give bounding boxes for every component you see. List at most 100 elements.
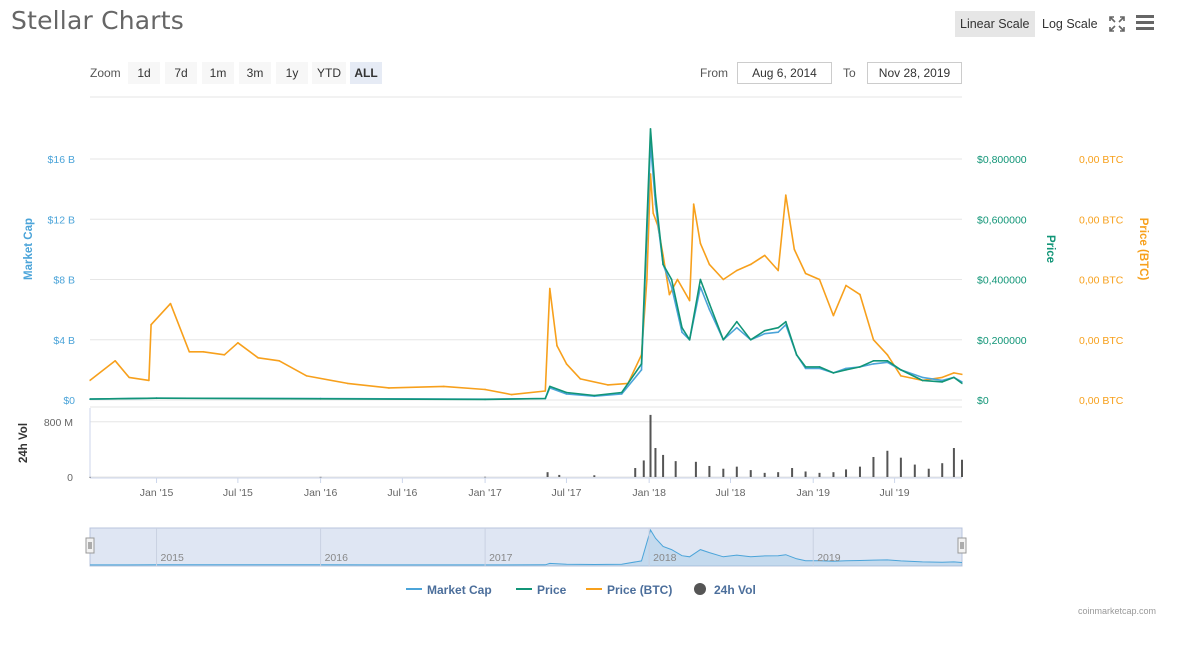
volume-bar	[593, 475, 596, 477]
price-tick-label: $0,400000	[977, 275, 1027, 287]
data-point	[305, 375, 308, 377]
market-cap-tick-label: $4 B	[53, 335, 75, 347]
data-point	[872, 338, 875, 341]
data-point	[155, 397, 158, 400]
data-point	[484, 398, 486, 401]
data-point	[202, 350, 205, 353]
volume-bar	[818, 472, 821, 477]
volume-bar	[941, 463, 944, 477]
volume-bar	[735, 466, 738, 477]
data-point	[593, 394, 596, 397]
data-point	[579, 378, 582, 380]
data-point	[670, 278, 673, 281]
volume-bar	[649, 414, 652, 477]
navigator-right-handle[interactable]	[957, 537, 967, 554]
data-point	[735, 326, 738, 329]
navigator-left-handle[interactable]	[85, 537, 95, 554]
volume-bar	[872, 456, 875, 477]
data-point	[941, 381, 944, 383]
data-point	[804, 367, 807, 370]
data-point	[886, 353, 889, 356]
legend-item-price[interactable]: Price	[516, 583, 567, 597]
linear-scale-button[interactable]: Linear Scale	[955, 11, 1035, 37]
data-point	[670, 286, 673, 288]
legend-item-price-btc[interactable]: Price (BTC)	[586, 583, 672, 597]
data-point	[859, 365, 861, 368]
zoom-all-button[interactable]: ALL	[350, 62, 382, 84]
volume-bar	[845, 469, 848, 477]
data-point	[921, 376, 924, 379]
market-cap-tick-label: $0	[63, 395, 75, 407]
price-btc-tick-label: 0,00 BTC	[1079, 275, 1124, 287]
data-point	[556, 344, 558, 347]
x-tick-label: Jul '19	[880, 487, 910, 499]
navigator-year-label: 2018	[653, 552, 677, 564]
zoom-7d-button[interactable]: 7d	[165, 62, 197, 84]
data-point	[548, 287, 551, 290]
data-point	[548, 385, 551, 388]
data-point	[699, 278, 702, 281]
data-point	[544, 397, 547, 400]
legend-label: Price	[537, 583, 567, 597]
data-point	[319, 397, 322, 400]
zoom-3m-button[interactable]: 3m	[239, 62, 271, 84]
data-point	[777, 331, 780, 334]
menu-icon[interactable]	[1136, 12, 1154, 33]
data-point	[961, 373, 963, 376]
data-point	[699, 286, 702, 288]
navigator-year-label: 2015	[161, 552, 185, 564]
data-point	[89, 398, 91, 400]
data-point	[346, 382, 349, 385]
data-point	[872, 362, 875, 365]
volume-bar	[749, 470, 752, 477]
x-tick-label: Jul '15	[223, 487, 253, 499]
navigator-year-label: 2016	[325, 552, 349, 564]
volume-bar	[708, 465, 711, 477]
from-label: From	[700, 66, 728, 80]
series-line-price	[89, 128, 963, 401]
from-date-input[interactable]: Aug 6, 2014	[737, 62, 832, 84]
data-point	[510, 393, 513, 396]
navigator-line	[89, 528, 963, 566]
data-point	[804, 365, 807, 368]
data-point	[763, 254, 766, 257]
navigator-area	[90, 530, 962, 566]
data-point	[699, 242, 702, 245]
legend-item-market-cap[interactable]: Market Cap	[406, 583, 492, 597]
to-date-input[interactable]: Nov 28, 2019	[867, 62, 962, 84]
data-point	[565, 393, 568, 395]
zoom-ytd-button[interactable]: YTD	[312, 62, 346, 84]
data-point	[749, 338, 752, 341]
volume-bar	[674, 461, 677, 477]
price-btc-tick-label: 0,00 BTC	[1079, 335, 1124, 347]
market-cap-tick-label: $16 B	[48, 154, 75, 166]
data-point	[899, 375, 902, 377]
data-point	[654, 194, 657, 197]
data-point	[818, 365, 821, 368]
data-point	[953, 371, 955, 374]
price-btc-tick-label: 0,00 BTC	[1079, 214, 1124, 226]
data-point	[565, 391, 568, 394]
data-point	[278, 359, 281, 362]
data-point	[886, 359, 889, 362]
data-point	[640, 368, 643, 371]
fullscreen-icon[interactable]	[1108, 15, 1126, 33]
legend-item-24h-vol[interactable]: 24h Vol	[694, 583, 756, 597]
data-point	[668, 293, 671, 296]
data-point	[640, 362, 643, 365]
data-point	[442, 385, 445, 388]
zoom-1m-button[interactable]: 1m	[202, 62, 234, 84]
volume-bar	[634, 468, 637, 477]
data-point	[89, 379, 91, 382]
data-point	[708, 302, 711, 305]
price-axis-title: Price	[1044, 235, 1056, 263]
data-point	[147, 379, 150, 382]
credit-link[interactable]: coinmarketcap.com	[1077, 606, 1156, 616]
legend-label: Market Cap	[427, 583, 492, 597]
zoom-1d-button[interactable]: 1d	[128, 62, 160, 84]
zoom-1y-button[interactable]: 1y	[276, 62, 308, 84]
log-scale-button[interactable]: Log Scale	[1042, 17, 1098, 31]
data-point	[735, 269, 738, 272]
data-point	[188, 350, 191, 353]
